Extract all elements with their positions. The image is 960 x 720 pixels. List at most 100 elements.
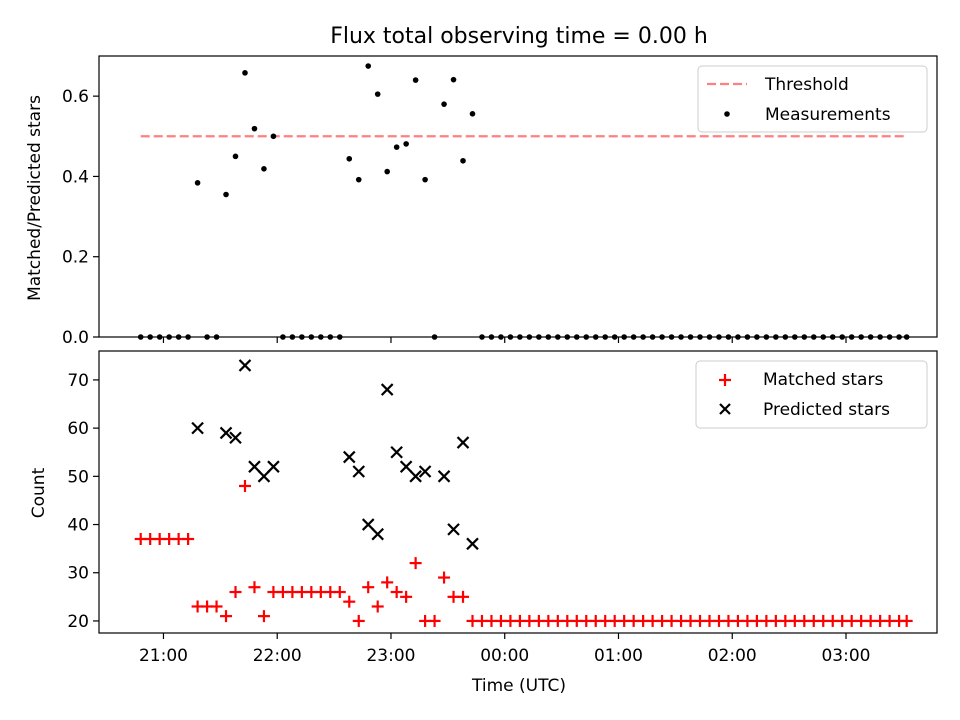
measurement-point xyxy=(706,334,713,340)
measurement-point xyxy=(886,334,893,340)
measurement-point xyxy=(261,166,267,172)
matched-star-point xyxy=(457,590,470,603)
predicted-star-point xyxy=(371,527,384,541)
measurement-point xyxy=(903,334,910,340)
x-tick-label: 01:00 xyxy=(594,646,643,666)
measurement-point xyxy=(403,141,409,147)
measurement-point xyxy=(583,334,590,340)
measurement-point xyxy=(858,334,864,340)
measurement-point xyxy=(867,334,874,340)
bottom-x-ticks: 21:00 22:00 23:00 00:00 01:00 02:00 03:00 xyxy=(139,633,870,666)
measurement-point xyxy=(185,334,191,340)
measurement-point xyxy=(412,77,419,83)
measurement-point xyxy=(441,101,447,107)
measurement-point xyxy=(877,334,883,340)
x-tick-label: 00:00 xyxy=(480,646,529,666)
measurement-point xyxy=(526,334,533,340)
matched-star-point xyxy=(390,586,403,599)
top-y-tick-label: 0.4 xyxy=(62,167,89,187)
measurement-point xyxy=(355,176,362,183)
matched-star-point xyxy=(182,533,195,545)
bottom-legend: Matched stars Predicted stars xyxy=(695,360,928,429)
predicted-star-point xyxy=(466,537,479,551)
legend-measurements-label: Measurements xyxy=(765,105,891,125)
predicted-star-point xyxy=(257,470,271,483)
measurement-point xyxy=(611,334,618,340)
legend-measurements-swatch xyxy=(724,111,730,117)
measurement-point xyxy=(848,334,855,340)
measurement-point xyxy=(735,334,741,340)
x-tick-label: 22:00 xyxy=(253,646,302,666)
measurement-point xyxy=(545,334,552,340)
measurement-point xyxy=(555,334,561,340)
top-y-tick-label: 0.2 xyxy=(62,248,89,268)
measurement-point xyxy=(498,334,504,340)
predicted-star-point xyxy=(352,465,366,478)
measurement-point xyxy=(773,334,779,340)
legend-predicted-swatch xyxy=(719,403,731,415)
predicted-star-point xyxy=(248,460,261,473)
measurement-point xyxy=(829,334,836,340)
measurement-point xyxy=(374,91,381,97)
measurement-point xyxy=(564,334,571,340)
measurement-point xyxy=(232,153,239,160)
x-tick-label: 02:00 xyxy=(708,646,757,666)
bottom-y-tick-label: 70 xyxy=(67,371,89,391)
top-y-axis-label: Matched/Predicted stars xyxy=(25,95,45,301)
matched-star-point xyxy=(381,576,394,589)
measurement-point xyxy=(716,334,722,340)
predicted-star-point xyxy=(191,421,204,435)
measurement-point xyxy=(194,180,201,186)
matched-star-point xyxy=(438,571,451,584)
measurement-point xyxy=(488,334,495,340)
chart-title: Flux total observing time = 0.00 h xyxy=(330,24,708,49)
top-y-ticks: 0.0 0.2 0.4 0.6 xyxy=(62,87,99,348)
matched-star-point xyxy=(362,581,375,594)
measurement-point xyxy=(393,144,400,150)
matched-star-point xyxy=(371,600,384,613)
predicted-star-point xyxy=(399,460,413,473)
predicted-star-point xyxy=(219,426,233,440)
measurement-point xyxy=(792,334,798,340)
predicted-star-point xyxy=(267,460,280,473)
bottom-plot-marks xyxy=(134,359,913,627)
measurement-point xyxy=(384,168,390,175)
measurement-point xyxy=(280,334,286,340)
legend-matched-swatch xyxy=(719,374,731,386)
measurement-point xyxy=(137,334,144,340)
measurement-point xyxy=(365,63,372,69)
measurement-point xyxy=(640,334,646,340)
x-axis-label: Time (UTC) xyxy=(471,676,566,696)
measurement-point xyxy=(507,334,514,340)
predicted-star-point xyxy=(409,470,422,483)
measurement-point xyxy=(346,155,353,162)
matched-star-point xyxy=(400,590,413,603)
predicted-star-point xyxy=(380,383,394,396)
measurement-point xyxy=(156,334,163,340)
legend-matched-label: Matched stars xyxy=(763,370,883,390)
measurement-point xyxy=(223,191,229,198)
predicted-star-point xyxy=(229,431,242,445)
predicted-star-point xyxy=(342,450,356,464)
measurement-point xyxy=(431,334,438,340)
measurement-point xyxy=(621,334,627,340)
matched-star-point xyxy=(333,586,346,599)
measurement-point xyxy=(251,125,258,132)
bottom-panel: Count Time (UTC) 20 30 40 50 60 70 21:00 22:00… xyxy=(29,350,938,696)
matched-star-point xyxy=(238,479,251,492)
predicted-star-point xyxy=(456,436,470,449)
measurement-point xyxy=(687,334,694,340)
measurement-point xyxy=(782,334,789,340)
measurement-point xyxy=(289,334,296,340)
top-plot-marks xyxy=(137,63,910,340)
top-y-tick-label: 0.0 xyxy=(62,328,89,348)
measurement-point xyxy=(422,176,428,183)
predicted-star-point xyxy=(447,523,460,536)
measurement-point xyxy=(536,334,542,340)
x-tick-label: 21:00 xyxy=(139,646,188,666)
measurement-point xyxy=(602,334,609,340)
measurement-point xyxy=(754,334,760,340)
measurement-point xyxy=(801,334,808,340)
matched-star-point xyxy=(229,586,242,599)
